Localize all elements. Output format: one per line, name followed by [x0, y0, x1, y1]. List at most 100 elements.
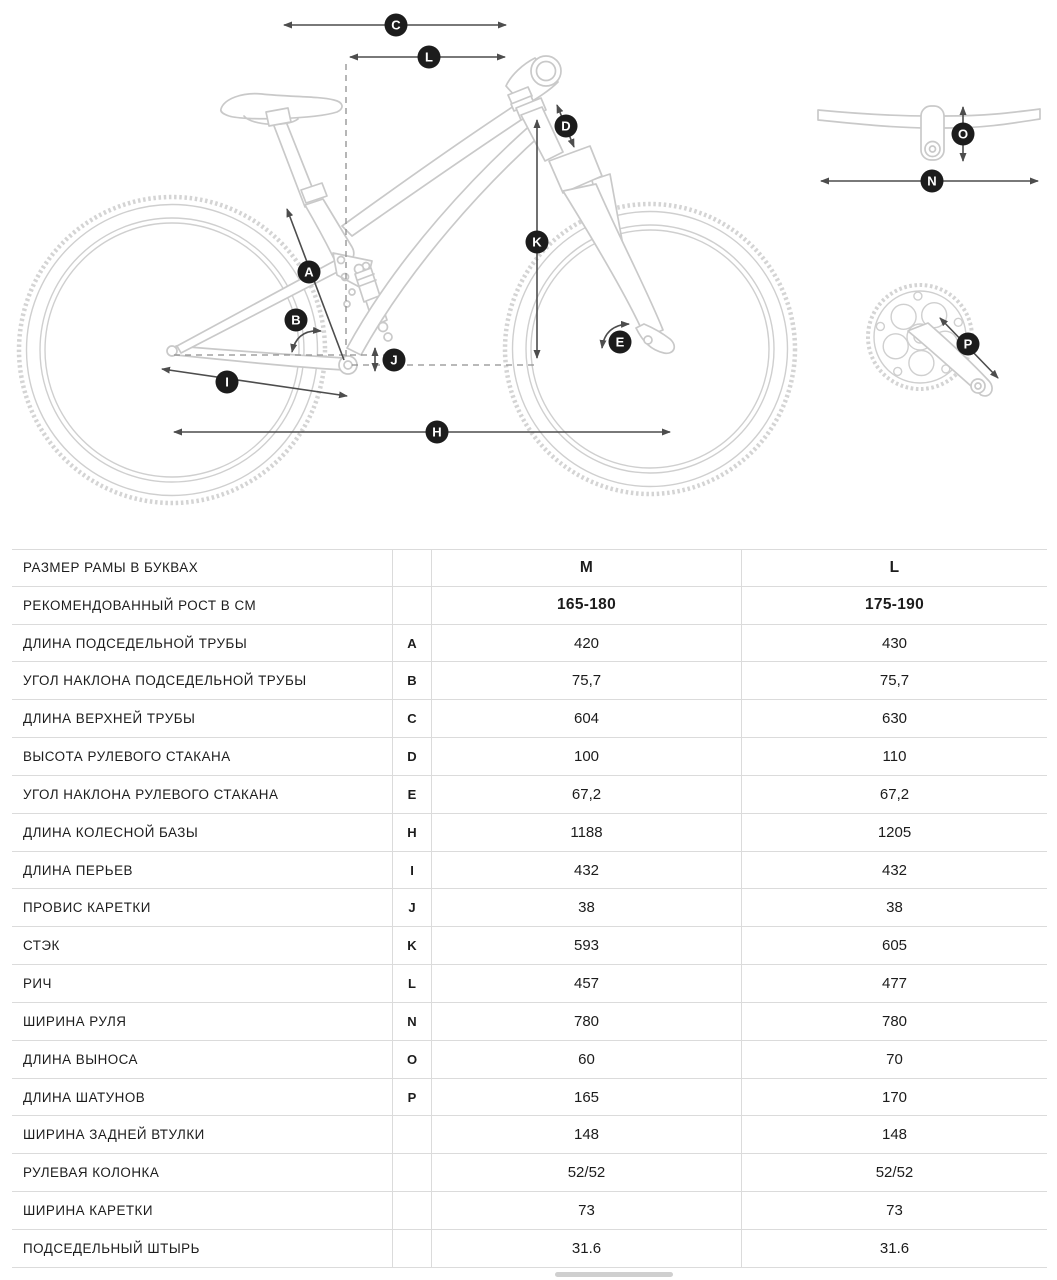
- marker-letter: L: [425, 50, 433, 65]
- marker-circle: [525, 230, 549, 254]
- table-row: ШИРИНА КАРЕТКИ 73 73: [12, 1192, 1047, 1230]
- row-letter: [392, 1192, 432, 1229]
- marker-letter: B: [291, 313, 300, 328]
- table-row: ДЛИНА ВЫНОСА O 60 70: [12, 1040, 1047, 1079]
- row-letter: O: [392, 1040, 432, 1078]
- dimension-marker-d: D: [554, 114, 578, 138]
- marker-letter: P: [964, 337, 973, 352]
- seatpost-and-saddle: [219, 92, 355, 268]
- reference-lines: [174, 64, 539, 366]
- marker-circle: [382, 348, 406, 372]
- value-m: 1188: [432, 813, 742, 851]
- marker-circle: [554, 114, 578, 138]
- marker-circle: [608, 330, 632, 354]
- value-l: 75,7: [879, 672, 910, 690]
- value-l: 148: [881, 1126, 908, 1144]
- shock-eyelet-bottom: [377, 321, 389, 333]
- value-m: 148: [432, 1116, 742, 1154]
- row-letter: E: [392, 775, 432, 813]
- stem-bolt: [924, 140, 941, 158]
- dimension-marker-i: I: [215, 370, 239, 394]
- marker-letter: H: [432, 425, 441, 440]
- row-label: ПРОВИС КАРЕТКИ: [23, 900, 151, 916]
- row-label: УГОЛ НАКЛОНА ПОДСЕДЕЛЬНОЙ ТРУБЫ: [23, 673, 307, 689]
- marker-circle: [956, 332, 980, 356]
- value-m: 780: [432, 1002, 742, 1040]
- row-letter: I: [392, 851, 432, 889]
- table-row: ДЛИНА ПОДСЕДЕЛЬНОЙ ТРУБЫ A 420 430: [12, 624, 1047, 663]
- dim-arc-b: [290, 326, 322, 353]
- value-l: 170: [881, 1088, 908, 1106]
- marker-letter: D: [561, 119, 570, 134]
- table-row: РУЛЕВАЯ КОЛОНКА 52/52 52/52: [12, 1154, 1047, 1193]
- marker-circle: [384, 13, 408, 37]
- row-label: РЕКОМЕНДОВАННЫЙ РОСТ В СМ: [23, 597, 257, 613]
- value-l: 430: [881, 634, 908, 652]
- row-label: ШИРИНА ЗАДНЕЙ ВТУЛКИ: [23, 1127, 205, 1143]
- row-label: РУЛЕВАЯ КОЛОНКА: [23, 1165, 160, 1181]
- geometry-spec-table: РАЗМЕР РАМЫ В БУКВАХ M L РЕКОМЕНДОВАННЫЙ РО…: [12, 549, 1047, 1268]
- value-m: 52/52: [432, 1154, 742, 1192]
- table-row: УГОЛ НАКЛОНА ПОДСЕДЕЛЬНОЙ ТРУБЫ B 75,7 75,7: [12, 662, 1047, 701]
- dim-line-a: [286, 208, 345, 361]
- value-l: 38: [886, 899, 903, 917]
- row-letter: N: [392, 1002, 432, 1040]
- table-row: ПРОВИС КАРЕТКИ J 38 38: [12, 889, 1047, 928]
- row-letter: L: [392, 965, 432, 1002]
- marker-letter: K: [532, 235, 542, 250]
- table-row: ВЫСОТА РУЛЕВОГО СТАКАНА D 100 110: [12, 738, 1047, 776]
- row-label: ДЛИНА ПОДСЕДЕЛЬНОЙ ТРУБЫ: [23, 635, 248, 651]
- dimension-marker-n: N: [920, 169, 944, 193]
- row-letter: C: [392, 700, 432, 738]
- row-label: ДЛИНА ШАТУНОВ: [23, 1089, 146, 1105]
- value-l: 1205: [877, 823, 912, 841]
- row-letter: [392, 1116, 432, 1154]
- value-m: 165-180: [432, 586, 742, 624]
- value-m: 75,7: [432, 662, 742, 700]
- row-letter: B: [392, 662, 432, 700]
- dimension-marker-k: K: [525, 230, 549, 254]
- row-label: ДЛИНА ВЕРХНЕЙ ТРУБЫ: [23, 711, 196, 727]
- dimension-marker-o: O: [951, 122, 975, 146]
- dimension-markers: C L D K A B E J I H N O P: [215, 13, 980, 444]
- table-row: ДЛИНА ПЕРЬЕВ I 432 432: [12, 851, 1047, 890]
- marker-circle: [425, 420, 449, 444]
- dim-line-i: [161, 366, 348, 399]
- shock-linkage: [332, 252, 393, 342]
- marker-circle: [215, 370, 239, 394]
- table-row: ДЛИНА ШАТУНОВ P 165 170: [12, 1078, 1047, 1117]
- horizontal-scrollbar-thumb[interactable]: [555, 1272, 673, 1277]
- row-letter: J: [392, 889, 432, 927]
- value-l: 175-190: [865, 596, 924, 614]
- dimension-marker-e: E: [608, 330, 632, 354]
- row-letter: [392, 586, 432, 624]
- value-m: 67,2: [432, 775, 742, 813]
- value-m: 457: [432, 965, 742, 1002]
- marker-letter: O: [958, 127, 968, 142]
- value-l: 73: [886, 1201, 903, 1219]
- value-m: 432: [432, 851, 742, 889]
- marker-letter: C: [391, 18, 401, 33]
- bike-geometry-svg: C L D K A B E J I H N O P: [16, 13, 1041, 506]
- value-m: 38: [432, 889, 742, 927]
- row-label: ДЛИНА ПЕРЬЕВ: [23, 862, 133, 878]
- marker-letter: N: [927, 174, 936, 189]
- table-row: РЕКОМЕНДОВАННЫЙ РОСТ В СМ 165-180 175-190: [12, 586, 1047, 625]
- row-label: ВЫСОТА РУЛЕВОГО СТАКАНА: [23, 749, 231, 765]
- front-wheel: [502, 201, 798, 497]
- value-l: 605: [881, 937, 908, 955]
- saddle: [219, 92, 343, 120]
- table-row: УГОЛ НАКЛОНА РУЛЕВОГО СТАКАНА E 67,2 67,2: [12, 775, 1047, 814]
- value-m: 593: [432, 927, 742, 965]
- value-m: 31.6: [432, 1229, 742, 1267]
- value-l: 70: [886, 1050, 903, 1068]
- table-row: РИЧ L 457 477: [12, 965, 1047, 1003]
- row-letter: D: [392, 738, 432, 775]
- front-triangle: [341, 101, 545, 356]
- front-axle: [643, 335, 653, 345]
- marker-circle: [920, 169, 944, 193]
- seatpost-collar: [300, 182, 328, 204]
- value-l: 31.6: [879, 1239, 910, 1257]
- row-label: ШИРИНА КАРЕТКИ: [23, 1202, 153, 1218]
- row-letter: A: [392, 624, 432, 662]
